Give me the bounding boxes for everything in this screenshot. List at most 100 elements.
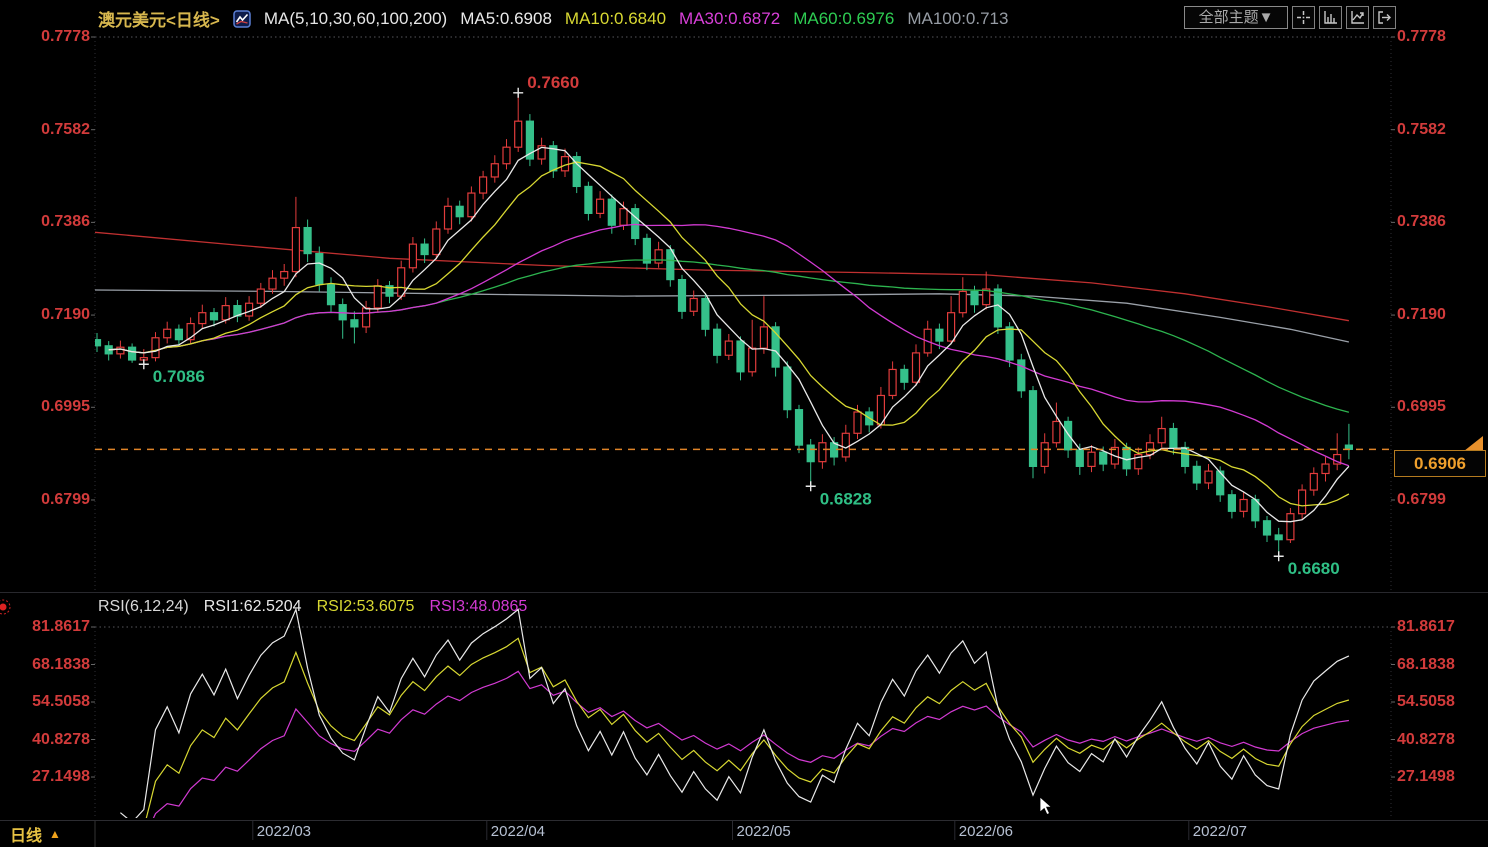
- candle-body: [560, 156, 570, 172]
- price-axis-label: 0.7582: [1397, 120, 1446, 138]
- candle-body: [946, 312, 956, 342]
- rsi-axis-label: 81.8617: [1397, 618, 1455, 635]
- candle-body: [970, 290, 979, 306]
- candle-body: [701, 297, 710, 330]
- candle-body: [724, 340, 733, 356]
- candle-body: [221, 305, 230, 321]
- candle-body: [900, 368, 909, 383]
- candle-body: [1075, 449, 1084, 467]
- candle-body: [631, 208, 640, 240]
- ma5-value: MA5:0.6908: [460, 8, 552, 28]
- extreme-marker: [138, 359, 149, 370]
- candle-body: [1005, 326, 1014, 361]
- rsi3-value: RSI3:48.0865: [429, 598, 528, 615]
- candle-body: [853, 411, 862, 434]
- indicator-dot-ring: [0, 599, 11, 615]
- candle-body: [654, 249, 663, 264]
- export-icon[interactable]: [1373, 6, 1396, 29]
- timeframe-selector[interactable]: 日线 ▲: [0, 821, 94, 847]
- candle-body: [689, 297, 698, 312]
- candle-body: [525, 120, 535, 160]
- indicator-dot[interactable]: [0, 603, 7, 611]
- rsi-axis-label: 54.5058: [32, 693, 90, 710]
- candle-body: [467, 192, 476, 218]
- theme-dropdown[interactable]: 全部主题▼: [1184, 6, 1288, 29]
- mini-chart-icon: [233, 9, 251, 28]
- candle-body: [443, 205, 453, 230]
- candle-body: [303, 226, 312, 255]
- candle-body: [362, 307, 371, 328]
- bar-axes-icon[interactable]: [1319, 6, 1342, 29]
- candle-body: [432, 228, 441, 256]
- main-chart-legend: 澳元美元<日线> MA(5,10,30,60,100,200) MA5:0.69…: [98, 6, 1008, 31]
- candle-body: [607, 198, 616, 226]
- candle-body: [291, 226, 300, 273]
- line-axes-icon[interactable]: [1346, 6, 1369, 29]
- candle-body: [1099, 451, 1108, 465]
- candle-body: [1321, 463, 1330, 475]
- price-axis-label: 0.7582: [41, 120, 90, 138]
- main-plot: [95, 92, 1354, 557]
- candle-body: [373, 285, 382, 309]
- rsi-axis-label: 68.1838: [1397, 655, 1455, 673]
- candle-body: [1134, 453, 1143, 470]
- candle-body: [1216, 470, 1225, 496]
- candle-body: [514, 120, 523, 148]
- candle-body: [759, 326, 769, 349]
- candle-body: [209, 312, 219, 321]
- rsi-legend: RSI(6,12,24) RSI1:62.5204 RSI2:53.6075 R…: [98, 598, 527, 616]
- candle-body: [198, 312, 207, 325]
- rsi-axis-label: 40.8278: [32, 730, 90, 748]
- rsi1-value: RSI1:62.5204: [203, 598, 302, 615]
- candle-body: [818, 442, 827, 463]
- candle-body: [1028, 390, 1038, 467]
- symbol-title: 澳元美元<日线>: [98, 11, 220, 30]
- candle-body: [186, 322, 195, 341]
- price-annotation: 0.7660: [527, 73, 579, 92]
- candle-body: [783, 366, 792, 411]
- candle-body: [128, 346, 137, 361]
- candle-body: [935, 328, 944, 342]
- price-annotation: 0.6828: [820, 489, 872, 508]
- candle-body: [479, 176, 488, 194]
- current-price-box: 0.6906: [1394, 450, 1486, 477]
- extreme-marker: [1273, 551, 1284, 562]
- timeframe-arrow-icon: ▲: [49, 827, 61, 841]
- candle-body: [1192, 465, 1201, 484]
- candle-body: [116, 346, 125, 355]
- timeframe-label: 日线: [10, 828, 43, 845]
- rsi3-line: [152, 670, 1349, 818]
- candle-body: [1239, 498, 1248, 512]
- rsi2-line: [145, 637, 1350, 818]
- time-axis-label: 2022/03: [256, 823, 312, 840]
- candle-body: [397, 267, 406, 297]
- candle-body: [280, 270, 289, 279]
- candle-body: [748, 347, 757, 373]
- crosshair-icon[interactable]: [1292, 6, 1315, 29]
- rsi-plot: [120, 607, 1350, 818]
- candle-body: [642, 237, 652, 264]
- candle-body: [1040, 442, 1049, 467]
- candle-body: [1169, 427, 1178, 449]
- candle-body: [666, 249, 675, 281]
- candle-body: [1063, 420, 1073, 451]
- candle-body: [677, 278, 687, 312]
- ma10-line: [108, 161, 1350, 507]
- candle-body: [572, 156, 581, 188]
- candle-body: [712, 328, 722, 356]
- price-axis-label: 0.7778: [41, 28, 90, 45]
- chart-toolbar: 全部主题▼: [1184, 6, 1396, 29]
- candle-body: [982, 288, 991, 306]
- candle-body: [350, 319, 359, 328]
- rsi-axis-label: 54.5058: [1397, 693, 1455, 710]
- price-annotation: 0.6680: [1288, 559, 1340, 578]
- candle-body: [1262, 520, 1272, 536]
- candle-body: [911, 352, 921, 383]
- candle-body: [408, 243, 417, 269]
- extreme-marker: [805, 481, 816, 492]
- candle-body: [537, 145, 546, 160]
- price-annotation: 0.7086: [153, 367, 205, 386]
- ma10-value: MA10:0.6840: [564, 8, 667, 28]
